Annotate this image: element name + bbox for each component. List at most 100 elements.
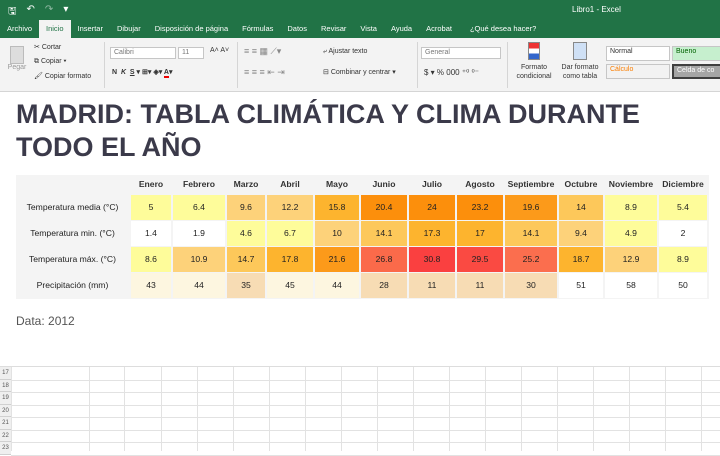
style-normal[interactable]: Normal bbox=[606, 46, 670, 61]
value-cell: 43 bbox=[130, 272, 173, 299]
style-calc[interactable]: Cálculo bbox=[606, 64, 670, 79]
ribbon: Pegar ✂ Cortar ⧉ Copiar ▾ 🖌 Copiar forma… bbox=[0, 38, 720, 92]
column-line bbox=[557, 367, 558, 451]
grid-row-line bbox=[11, 392, 720, 393]
save-icon[interactable]: 🖫 bbox=[8, 6, 17, 17]
row-label: Temperatura min. (°C) bbox=[16, 220, 131, 247]
font-color-icon[interactable]: A bbox=[163, 69, 169, 78]
value-cell: 14.1 bbox=[360, 220, 409, 247]
percent-button[interactable]: % bbox=[436, 68, 445, 77]
table-row: Temperatura máx. (°C) 8.6 10.9 14.7 17.8 21.6… bbox=[16, 246, 709, 273]
month-header: Octubre bbox=[558, 175, 605, 195]
borders-icon[interactable]: ⊞▾ bbox=[141, 69, 152, 76]
tab-6[interactable]: Datos bbox=[287, 24, 307, 33]
value-cell: 8.9 bbox=[658, 246, 709, 273]
value-cell: 14.7 bbox=[226, 246, 267, 273]
row-header[interactable]: 18 bbox=[0, 379, 11, 392]
merge-center-button[interactable]: ⊟ Combinar y centrar ▾ bbox=[323, 69, 396, 76]
column-line bbox=[485, 367, 486, 451]
column-line bbox=[305, 367, 306, 451]
value-cell: 29.5 bbox=[456, 246, 505, 273]
value-cell: 11 bbox=[456, 272, 505, 299]
climate-table: Enero Febrero Marzo Abril Mayo Junio Julio Agos… bbox=[16, 175, 709, 299]
style-check-cell[interactable]: Celda de co bbox=[672, 64, 720, 79]
month-header: Mayo bbox=[314, 175, 361, 195]
conditional-format-button[interactable]: Formato condicional bbox=[512, 42, 556, 81]
value-cell: 5.4 bbox=[658, 194, 709, 221]
tab-8[interactable]: Vista bbox=[360, 24, 377, 33]
currency-button[interactable]: $ bbox=[424, 68, 429, 77]
cut-button[interactable]: ✂ Cortar bbox=[34, 44, 62, 51]
grid-row-line bbox=[11, 404, 720, 406]
value-cell: 10.9 bbox=[172, 246, 227, 273]
row-header[interactable]: 23 bbox=[0, 442, 11, 455]
row-label: Temperatura máx. (°C) bbox=[16, 246, 131, 273]
bold-button[interactable]: N bbox=[112, 69, 118, 76]
value-cell: 14.1 bbox=[504, 220, 559, 247]
underline-button[interactable]: S bbox=[129, 69, 135, 76]
cell-grid[interactable]: 17 18 19 20 21 22 23 bbox=[0, 366, 720, 456]
grow-shrink-font[interactable]: A˄ A˅ bbox=[210, 47, 230, 54]
value-cell: 20.4 bbox=[360, 194, 409, 221]
tab-2[interactable]: Insertar bbox=[77, 24, 103, 33]
window-title: Libro1 - Excel bbox=[572, 5, 621, 14]
value-cell: 44 bbox=[314, 272, 361, 299]
format-buttons: N K S ▾ ⊞▾ ◈▾ A▾ bbox=[112, 69, 173, 78]
title-bar: 🖫 ↶ ↷ ▾ Libro1 - Excel bbox=[0, 0, 720, 20]
page-title: MADRID: TABLA CLIMÁTICA Y CLIMA DURANTE … bbox=[16, 99, 640, 162]
format-painter-button[interactable]: 🖌 Copiar formato bbox=[34, 73, 92, 80]
copy-button[interactable]: ⧉ Copiar ▾ bbox=[34, 58, 67, 65]
thousands-button[interactable]: 000 bbox=[446, 68, 460, 77]
italic-button[interactable]: K bbox=[120, 69, 127, 76]
row-header[interactable]: 20 bbox=[0, 404, 11, 417]
row-header[interactable]: 19 bbox=[0, 392, 11, 405]
value-cell: 35 bbox=[226, 272, 267, 299]
wrap-text-button[interactable]: ⤶ Ajustar texto bbox=[323, 48, 368, 55]
tab-0[interactable]: Archivo bbox=[7, 24, 33, 33]
month-header: Abril bbox=[266, 175, 315, 195]
customize-icon[interactable]: ▾ bbox=[63, 4, 69, 15]
ribbon-tabs: Archivo Inicio Insertar Dibujar Disposición … bbox=[0, 20, 720, 38]
conditional-format-icon bbox=[528, 42, 540, 60]
value-cell: 17 bbox=[456, 220, 505, 247]
paste-button[interactable]: Pegar bbox=[6, 46, 28, 84]
alignment-icons-2[interactable]: ≡ ≡ ≡ ⇤ ⇥ bbox=[244, 67, 285, 77]
tab-10[interactable]: Acrobat bbox=[426, 24, 452, 33]
row-header[interactable]: 21 bbox=[0, 417, 11, 430]
value-cell: 9.4 bbox=[558, 220, 605, 247]
font-select[interactable]: Calibri bbox=[110, 47, 176, 59]
value-cell: 18.7 bbox=[558, 246, 605, 273]
table-row: Temperatura min. (°C) 1.4 1.9 4.6 6.7 10 14.1 1… bbox=[16, 220, 709, 247]
value-cell: 30 bbox=[504, 272, 559, 299]
header-row: Enero Febrero Marzo Abril Mayo Junio Julio Agos… bbox=[16, 175, 709, 195]
tab-1[interactable]: Inicio bbox=[39, 20, 71, 38]
column-line bbox=[161, 367, 162, 451]
month-header: Diciembre bbox=[658, 175, 709, 195]
value-cell: 58 bbox=[604, 272, 659, 299]
tab-9[interactable]: Ayuda bbox=[390, 24, 413, 33]
row-label: Precipitación (mm) bbox=[16, 272, 131, 299]
alignment-icons[interactable]: ≡ ≡ ▦ ⟋▾ bbox=[244, 46, 282, 56]
redo-icon[interactable]: ↷ bbox=[44, 4, 54, 15]
tab-5[interactable]: Fórmulas bbox=[242, 24, 274, 33]
value-cell: 25.2 bbox=[504, 246, 559, 273]
undo-icon[interactable]: ↶ bbox=[26, 4, 35, 15]
format-as-table-button[interactable]: Dar formato como tabla bbox=[558, 42, 602, 81]
tab-4[interactable]: Disposición de página bbox=[154, 24, 229, 33]
fill-color-icon[interactable]: ◈▾ bbox=[153, 69, 163, 76]
style-good[interactable]: Bueno bbox=[672, 46, 720, 61]
value-cell: 8.9 bbox=[604, 194, 659, 221]
tab-7[interactable]: Revisar bbox=[320, 24, 347, 33]
tab-11[interactable]: ¿Qué desea hacer? bbox=[469, 24, 537, 33]
grid-row-line bbox=[11, 379, 720, 381]
tab-3[interactable]: Dibujar bbox=[116, 24, 141, 33]
data-note: Data: 2012 bbox=[16, 314, 75, 328]
table-icon bbox=[573, 42, 587, 60]
column-line bbox=[521, 367, 522, 451]
row-header[interactable]: 17 bbox=[0, 367, 11, 380]
value-cell: 24 bbox=[408, 194, 457, 221]
row-header[interactable]: 22 bbox=[0, 429, 11, 442]
grid-row-line bbox=[11, 442, 720, 443]
font-size-select[interactable]: 11 bbox=[178, 47, 204, 59]
number-format-select[interactable]: General bbox=[421, 47, 501, 59]
